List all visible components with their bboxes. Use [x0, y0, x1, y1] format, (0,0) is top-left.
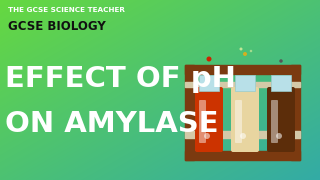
FancyBboxPatch shape: [231, 87, 259, 152]
Bar: [235, 75, 255, 91]
Bar: [271, 75, 291, 91]
Ellipse shape: [204, 133, 210, 139]
FancyBboxPatch shape: [267, 87, 295, 152]
Ellipse shape: [276, 133, 282, 139]
Ellipse shape: [206, 57, 212, 62]
Text: THE GCSE SCIENCE TEACHER: THE GCSE SCIENCE TEACHER: [8, 7, 125, 13]
Bar: [291, 65, 300, 160]
FancyBboxPatch shape: [235, 100, 242, 143]
Text: EFFECT OF pH: EFFECT OF pH: [5, 65, 236, 93]
FancyBboxPatch shape: [199, 100, 206, 143]
Bar: [185, 82, 300, 87]
Ellipse shape: [250, 50, 252, 52]
Text: GCSE BIOLOGY: GCSE BIOLOGY: [8, 20, 106, 33]
Bar: [199, 75, 219, 91]
Bar: [185, 151, 300, 160]
Ellipse shape: [243, 52, 247, 56]
Bar: [185, 131, 300, 138]
Ellipse shape: [279, 59, 283, 63]
FancyBboxPatch shape: [271, 100, 278, 143]
FancyBboxPatch shape: [195, 87, 223, 152]
Bar: [185, 65, 300, 74]
Ellipse shape: [240, 133, 246, 139]
Bar: [185, 65, 194, 160]
Ellipse shape: [239, 48, 243, 51]
Text: ON AMYLASE: ON AMYLASE: [5, 110, 219, 138]
